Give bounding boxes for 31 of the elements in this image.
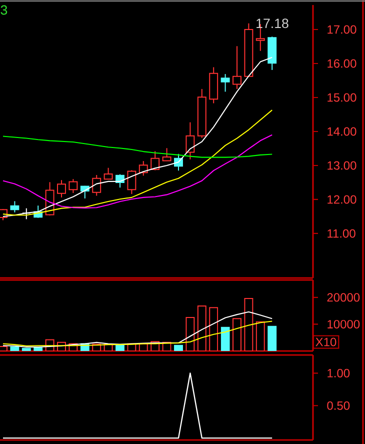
y-tick-label: 0.50 [327,401,350,410]
y-tick-label: 17.00 [328,25,356,34]
candlestick [68,178,78,194]
candlestick [104,167,113,180]
bar [209,307,218,351]
candlestick [10,200,20,213]
candlestick [232,46,242,90]
candlestick [92,174,102,196]
annotation: 17.18 [256,18,288,28]
y-tick-label: 10000 [328,320,360,328]
y-tick-label: 15.00 [328,93,356,102]
candlestick [138,160,148,176]
bar [220,326,230,351]
candlestick [150,150,160,171]
y-tick-label: 13.00 [328,161,356,170]
y-tick-label: 11.00 [328,229,356,238]
text: X10 [316,338,336,346]
candlestick [186,122,195,160]
candlestick [127,170,136,195]
candlestick [162,148,172,162]
y-tick-label: 12.00 [328,195,356,204]
y-tick-label: 14.00 [328,127,356,136]
y-tick-label: 1.00 [328,368,350,378]
candlestick [220,74,230,92]
annotation: 3 [0,5,8,15]
bar [34,347,43,351]
candlestick [57,180,66,198]
y-tick-label: 20000 [327,293,360,302]
y-tick-label: 16.00 [328,59,356,68]
bar [256,321,265,351]
line-series [2,134,273,209]
